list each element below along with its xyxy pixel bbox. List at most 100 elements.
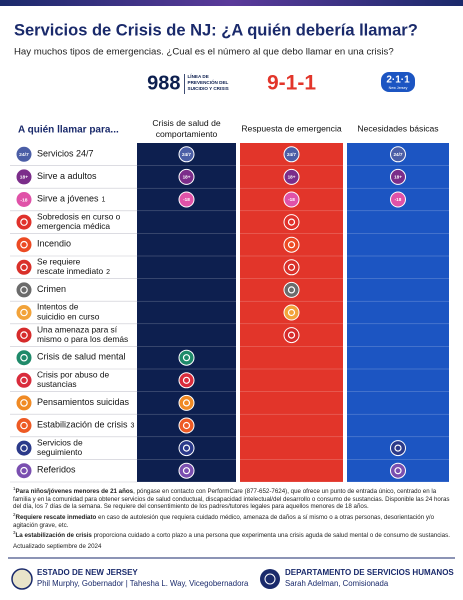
row-icon-glyph [20, 240, 28, 249]
row-label: Intentos de [37, 302, 79, 312]
cell-icon [283, 259, 300, 276]
cell-icon-glyph [287, 308, 296, 317]
row-label-note: 1 [102, 196, 106, 203]
row-icon [15, 168, 33, 186]
row-label-text: Se requiere [37, 257, 81, 267]
row-label: emergencia médica [37, 221, 110, 231]
row-label-text: Referidos [37, 465, 76, 475]
row-label: Se requiere [37, 257, 81, 267]
cell-icon-glyph [287, 218, 296, 226]
row-label-text: Servicios de [37, 438, 83, 448]
cell-icon-glyph [287, 241, 296, 249]
row-icon-glyph [20, 376, 28, 385]
cell-icon [178, 462, 195, 479]
row-label-text: Incendio [37, 239, 71, 249]
row-label: mismo o para los demás [37, 334, 128, 344]
cell-icon-text: -18 [183, 197, 190, 202]
cell-icon-glyph [287, 286, 296, 294]
row-label-text: Crisis por abuso de [37, 370, 109, 380]
cell-icon [390, 440, 406, 457]
row-label: Servicios 24/7 [37, 149, 94, 159]
row-label: Una amenaza para sí [37, 325, 118, 335]
row-icon [15, 304, 33, 321]
row-label: Crisis de salud mental [37, 352, 126, 362]
cell-icon [178, 168, 195, 185]
footnote: 3La estabilización de crisis proporciona… [13, 529, 453, 540]
row-label: sustancias [37, 379, 77, 389]
cell-icon-text: -18 [288, 197, 295, 202]
cell-icon [178, 440, 195, 457]
row-icon-text: 24/7 [19, 152, 29, 158]
row-icon [15, 326, 33, 344]
cell-icon [283, 214, 300, 231]
cell-icon-glyph [394, 467, 402, 475]
cell-icon-text: -18 [395, 197, 402, 202]
cell-icon [178, 191, 195, 208]
row-label: Incendio [37, 239, 71, 249]
row-label-text: rescate inmediato [37, 266, 103, 276]
cell-icon-text: 18+ [183, 175, 191, 180]
column-label: Crisis de salud de [152, 118, 221, 128]
column-label: Necesidades básicas [357, 123, 438, 133]
row-label-text: mismo o para los demás [37, 334, 128, 344]
column-tagline: PREVENCIÓN DEL [188, 78, 229, 85]
footnote-bold: Para niños/jóvenes menores de 21 años [15, 488, 134, 496]
column-tagline: SUICIDIO Y CRISIS [188, 86, 229, 91]
row-label: Servicios de [37, 438, 83, 448]
row-label: Sobredosis en curso o [37, 212, 121, 222]
row-label: Crisis por abuso de [37, 370, 109, 380]
cell-icon-glyph [287, 331, 296, 339]
row-label-text: emergencia médica [37, 221, 110, 231]
row-label-text: Una amenaza para sí [37, 325, 118, 335]
row-icon-glyph [20, 399, 28, 407]
cell-icon [390, 462, 406, 479]
cell-icon-glyph [182, 376, 191, 384]
cell-icon [178, 394, 195, 411]
cell-icon-glyph [182, 444, 191, 452]
cell-icon [390, 168, 406, 185]
cell-icon [178, 146, 195, 163]
row-icon-glyph [20, 466, 28, 475]
row-icon-glyph [20, 331, 28, 339]
cell-icon-glyph [182, 467, 191, 475]
footnote-text: , póngase en contacto con PerformCare (8… [13, 488, 450, 511]
row-icon [15, 417, 33, 434]
row-icon-text: -18 [20, 197, 27, 203]
row-header: A quién llamar para... [18, 125, 119, 136]
nj-seal [11, 568, 33, 590]
row-icon [15, 281, 33, 299]
row-label: Referidos [37, 465, 76, 475]
dhs-seal [260, 569, 280, 589]
top-bar [0, 0, 463, 6]
footer-right-title: DEPARTAMENTO DE SERVICIOS HUMANOS [285, 568, 454, 577]
footnote-mark: 1 [13, 486, 16, 491]
cell-icon [283, 191, 300, 208]
cell-icon [283, 327, 300, 344]
row-icon [15, 394, 33, 412]
cell-icon-text: 24/7 [393, 152, 402, 157]
column-badge: New Jersey [389, 86, 408, 90]
cell-icon [283, 304, 300, 321]
title: Servicios de Crisis de NJ: ¿A quién debe… [14, 21, 418, 39]
footer-left-title: ESTADO DE NEW JERSEY [37, 568, 138, 577]
cell-icon [390, 191, 406, 208]
row-icon [15, 462, 33, 480]
column-tagline: LÍNEA DE [188, 72, 209, 79]
row-label: suicidio en curso [37, 312, 100, 322]
badge [381, 72, 415, 92]
row-label-text: sustancias [37, 379, 77, 389]
row-label-note: 2 [106, 269, 110, 276]
column-number: 9-1-1 [267, 72, 316, 95]
cell-icon [283, 168, 300, 185]
row-label: Sirve a jóvenes 1 [37, 194, 106, 204]
row-label: seguimiento [37, 447, 83, 457]
cell-icon-glyph [287, 263, 296, 271]
row-label: Estabilización de crisis 3 [37, 420, 135, 430]
cell-icon [283, 146, 300, 163]
row-label-text: Sobredosis en curso o [37, 212, 121, 222]
cell-icon [178, 372, 195, 389]
column-label: comportamiento [156, 129, 218, 139]
row-icon [15, 371, 33, 389]
